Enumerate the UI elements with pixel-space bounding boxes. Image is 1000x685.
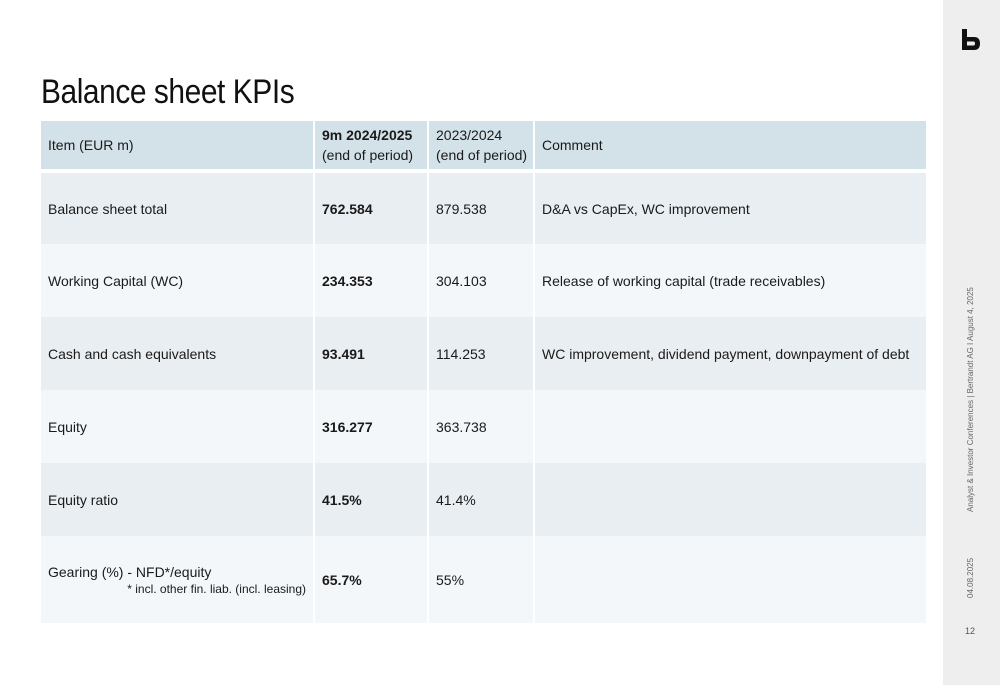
row-comment: WC improvement, dividend payment, downpa…	[542, 345, 910, 362]
page-number: 12	[965, 626, 976, 636]
header-previous-line2: (end of period)	[436, 147, 528, 163]
row-comment	[534, 536, 926, 623]
row-item-with-footnote: Gearing (%) - NFD*/equity * incl. other …	[41, 536, 315, 623]
balance-sheet-kpi-table: Item (EUR m) 9m 2024/2025 (end of period…	[41, 121, 926, 623]
row-current-value: 762.584	[314, 171, 429, 244]
row-current-value: 316.277	[314, 390, 429, 463]
row-current-value: 41.5%	[314, 463, 429, 536]
row-previous-value: 55%	[428, 536, 535, 623]
row-previous-value: 114.253	[428, 317, 535, 390]
row-previous-value: 363.738	[428, 390, 535, 463]
row-previous-value: 41.4%	[428, 463, 535, 536]
header-current-period: 9m 2024/2025 (end of period)	[314, 121, 429, 173]
conference-footer-text: Analyst & Investor Conferences | Bertran…	[966, 287, 975, 512]
row-item: Gearing (%) - NFD*/equity	[48, 563, 212, 580]
header-current-line2: (end of period)	[322, 147, 414, 163]
header-item: Item (EUR m)	[41, 121, 315, 173]
row-item: Balance sheet total	[41, 171, 315, 244]
table-row: Balance sheet total 762.584 879.538 D&A …	[41, 171, 926, 244]
table-row: Equity 316.277 363.738	[41, 390, 926, 463]
header-comment: Comment	[534, 121, 926, 173]
table-row: Equity ratio 41.5% 41.4%	[41, 463, 926, 536]
table-row: Working Capital (WC) 234.353 304.103 Rel…	[41, 244, 926, 317]
header-previous-period: 2023/2024 (end of period)	[428, 121, 535, 173]
row-current-value: 234.353	[314, 244, 429, 317]
header-previous-line1: 2023/2024	[436, 127, 503, 143]
footer-date: 04.08.2025	[966, 557, 975, 598]
row-comment	[534, 463, 926, 536]
row-previous-value: 304.103	[428, 244, 535, 317]
row-comment: D&A vs CapEx, WC improvement	[542, 200, 750, 217]
right-sidebar: Analyst & Investor Conferences | Bertran…	[943, 0, 1000, 685]
row-current-value: 93.491	[314, 317, 429, 390]
row-comment: Release of working capital (trade receiv…	[542, 272, 826, 289]
row-item: Working Capital (WC)	[41, 244, 315, 317]
row-comment	[534, 390, 926, 463]
bertrandt-b-logo-icon	[962, 29, 980, 50]
header-current-line1: 9m 2024/2025	[322, 127, 413, 143]
row-item: Cash and cash equivalents	[41, 317, 315, 390]
row-current-value: 65.7%	[314, 536, 429, 623]
table-header-row: Item (EUR m) 9m 2024/2025 (end of period…	[41, 121, 926, 173]
table-row: Cash and cash equivalents 93.491 114.253…	[41, 317, 926, 390]
row-item: Equity ratio	[41, 463, 315, 536]
table-row: Gearing (%) - NFD*/equity * incl. other …	[41, 536, 926, 623]
slide-title: Balance sheet KPIs	[41, 72, 295, 111]
row-footnote: * incl. other fin. liab. (incl. leasing)	[127, 581, 306, 596]
row-item: Equity	[41, 390, 315, 463]
row-previous-value: 879.538	[428, 171, 535, 244]
